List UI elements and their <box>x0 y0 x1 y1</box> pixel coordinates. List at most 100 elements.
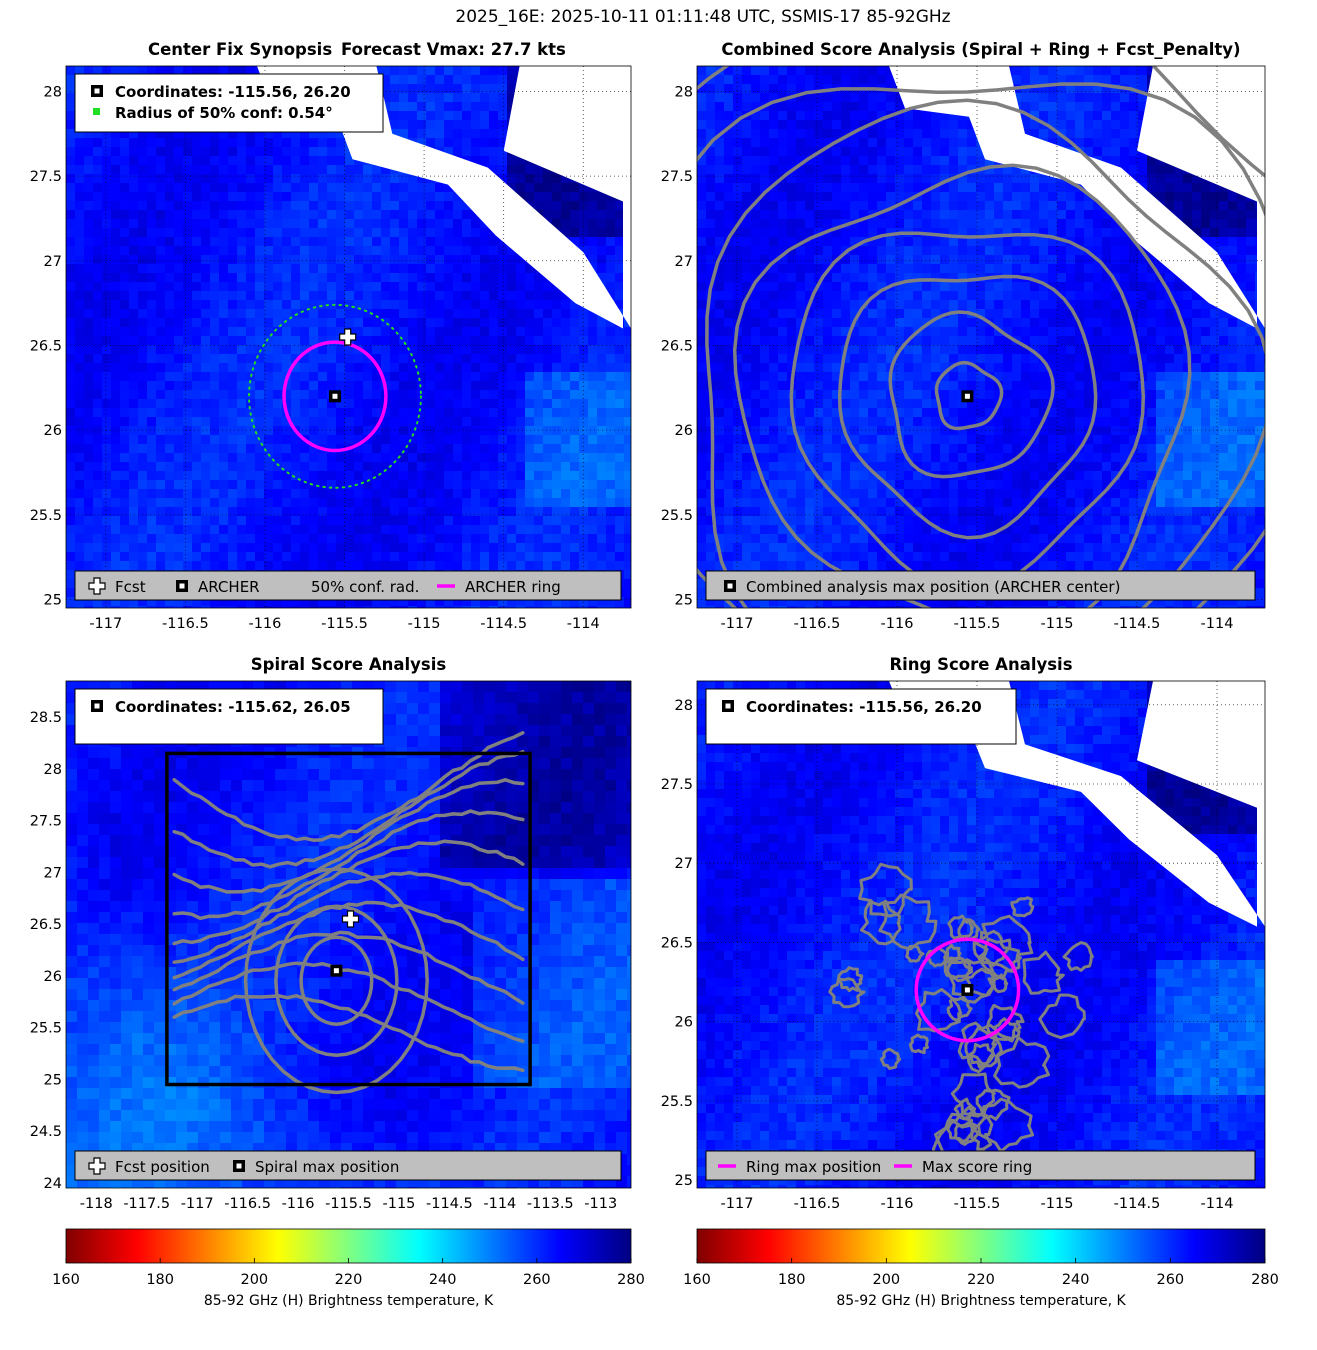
x-tick-label: -116.5 <box>224 1196 271 1212</box>
score-contours <box>172 731 525 1095</box>
y-tick-label: 26 <box>44 423 62 439</box>
colorbar-label: 85-92 GHz (H) Brightness temperature, K <box>836 1293 1126 1309</box>
contour-line <box>977 937 1022 981</box>
y-tick-label: 25 <box>675 1173 693 1189</box>
contour-line <box>172 870 525 964</box>
x-tick-label: -115.5 <box>954 616 1001 632</box>
legend: Ring max position Max score ring <box>705 1150 1256 1181</box>
colorbar-left: 160 180 200 220 240 260 280 85-92 GHz (H) Brigh… <box>52 1228 645 1309</box>
y-tick-label: 25.5 <box>30 508 62 524</box>
tick-labels: -117 -116.5 -116 -115.5 -115 -114.5 -114 25 25.5… <box>30 84 600 632</box>
legend-entry: Fcst <box>115 578 146 596</box>
colorbar-tick-label: 280 <box>617 1272 645 1288</box>
contour-line <box>172 900 525 980</box>
x-tick-label: -115.5 <box>954 1196 1001 1212</box>
contour-line <box>1022 950 1065 995</box>
x-tick-label: -114.5 <box>426 1196 473 1212</box>
info-line: Radius of 50% conf: 0.54° <box>115 104 333 122</box>
legend-entry: Ring max position <box>746 1158 881 1176</box>
coordinates-marker <box>91 85 103 97</box>
y-tick-label: 24.5 <box>30 1124 62 1140</box>
contour-line <box>972 929 1011 967</box>
x-tick-label: -116.5 <box>794 1196 841 1212</box>
y-tick-label: 26.5 <box>661 935 693 951</box>
colorbar-gradient <box>65 1228 632 1264</box>
legend-entry: Fcst position <box>115 1158 210 1176</box>
contour-line <box>879 1047 902 1070</box>
contour-line <box>274 904 399 1057</box>
colorbar-tick-label: 240 <box>429 1272 457 1288</box>
contour-line <box>1010 896 1035 918</box>
archer-ring <box>914 937 1021 1043</box>
colorbar-tick-label: 260 <box>1156 1272 1184 1288</box>
fcst-marker <box>88 577 106 595</box>
coordinates-marker <box>91 700 103 712</box>
y-tick-label: 28.5 <box>30 710 62 726</box>
contour-line <box>943 956 971 980</box>
y-tick-label: 25 <box>44 593 62 609</box>
legend-entry: 50% conf. rad. <box>311 578 419 596</box>
panel-combined: Combined analysis max position (ARCHER c… <box>661 40 1266 632</box>
panel-title: Ring Score Analysis <box>889 655 1072 674</box>
x-tick-label: -114 <box>483 1196 516 1212</box>
contour-line <box>965 967 996 997</box>
x-tick-label: -114.5 <box>480 616 527 632</box>
panel-title: Combined Score Analysis (Spiral + Ring +… <box>721 40 1240 59</box>
archer-center-marker <box>961 390 974 403</box>
colorbar-tick-label: 200 <box>872 1272 900 1288</box>
archer-center-marker <box>961 983 974 996</box>
axes-frame <box>65 680 632 1189</box>
x-tick-label: -114 <box>1201 616 1234 632</box>
y-tick-label: 28 <box>675 698 693 714</box>
contour-line <box>172 809 525 921</box>
panel-title: Center Fix Synopsis <box>148 40 332 59</box>
legend-entry: Combined analysis max position (ARCHER c… <box>746 578 1120 596</box>
contour-line <box>975 1088 1011 1121</box>
panel-title: Spiral Score Analysis <box>251 655 447 674</box>
plot-area: Coordinates: -115.62, 26.05 Fcst position… <box>66 681 631 1188</box>
axes-frame <box>696 65 1266 609</box>
y-tick-label: 27 <box>44 865 62 881</box>
y-tick-label: 26.5 <box>30 338 62 354</box>
y-tick-label: 27 <box>675 856 693 872</box>
tick-labels: -117 -116.5 -116 -115.5 -115 -114.5 -114 25 25.5… <box>661 698 1234 1212</box>
contour-line <box>908 1033 929 1055</box>
axes-frame <box>696 680 1266 1189</box>
y-tick-label: 27.5 <box>661 169 693 185</box>
y-tick-label: 25.5 <box>661 508 693 524</box>
archer-center-marker <box>330 964 343 977</box>
contour-line <box>934 360 1004 431</box>
x-tick-label: -118 <box>80 1196 113 1212</box>
colorbar-tick-label: 160 <box>683 1272 711 1288</box>
contour-line <box>697 66 1265 179</box>
y-tick-label: 28 <box>675 84 693 100</box>
contour-line <box>946 996 973 1022</box>
y-tick-label: 27 <box>44 254 62 270</box>
contour-line <box>859 899 902 946</box>
tick-labels: -118 -117.5 -117 -116.5 -116 -115.5 -115 -114.5… <box>30 710 617 1212</box>
contour-line <box>953 1097 977 1120</box>
colorbar-gradient <box>696 1228 1266 1264</box>
legend-entry: Max score ring <box>922 1158 1032 1176</box>
y-tick-label: 27.5 <box>30 169 62 185</box>
x-tick-label: -115 <box>408 616 441 632</box>
y-tick-label: 26.5 <box>30 917 62 933</box>
colorbar-tick-label: 220 <box>335 1272 363 1288</box>
contour-line <box>836 966 864 992</box>
coordinates-box: Coordinates: -115.62, 26.05 <box>74 688 384 745</box>
x-tick-label: -117.5 <box>123 1196 170 1212</box>
conf-radius-swatch <box>93 108 100 115</box>
colorbar-tick-label: 180 <box>778 1272 806 1288</box>
legend: Combined analysis max position (ARCHER c… <box>705 570 1256 601</box>
panel-spiral: Coordinates: -115.62, 26.05 Fcst position… <box>30 655 632 1212</box>
contour-line <box>732 163 1192 608</box>
y-tick-label: 26 <box>675 423 693 439</box>
x-tick-label: -117 <box>181 1196 214 1212</box>
info-line: Coordinates: -115.56, 26.20 <box>746 698 982 716</box>
contour-line <box>789 231 1146 593</box>
coordinates-box: Coordinates: -115.56, 26.20 Radius of 50%… <box>74 73 384 133</box>
contour-line <box>1038 993 1086 1040</box>
contour-line <box>993 1036 1051 1089</box>
y-tick-label: 25.5 <box>661 1094 693 1110</box>
